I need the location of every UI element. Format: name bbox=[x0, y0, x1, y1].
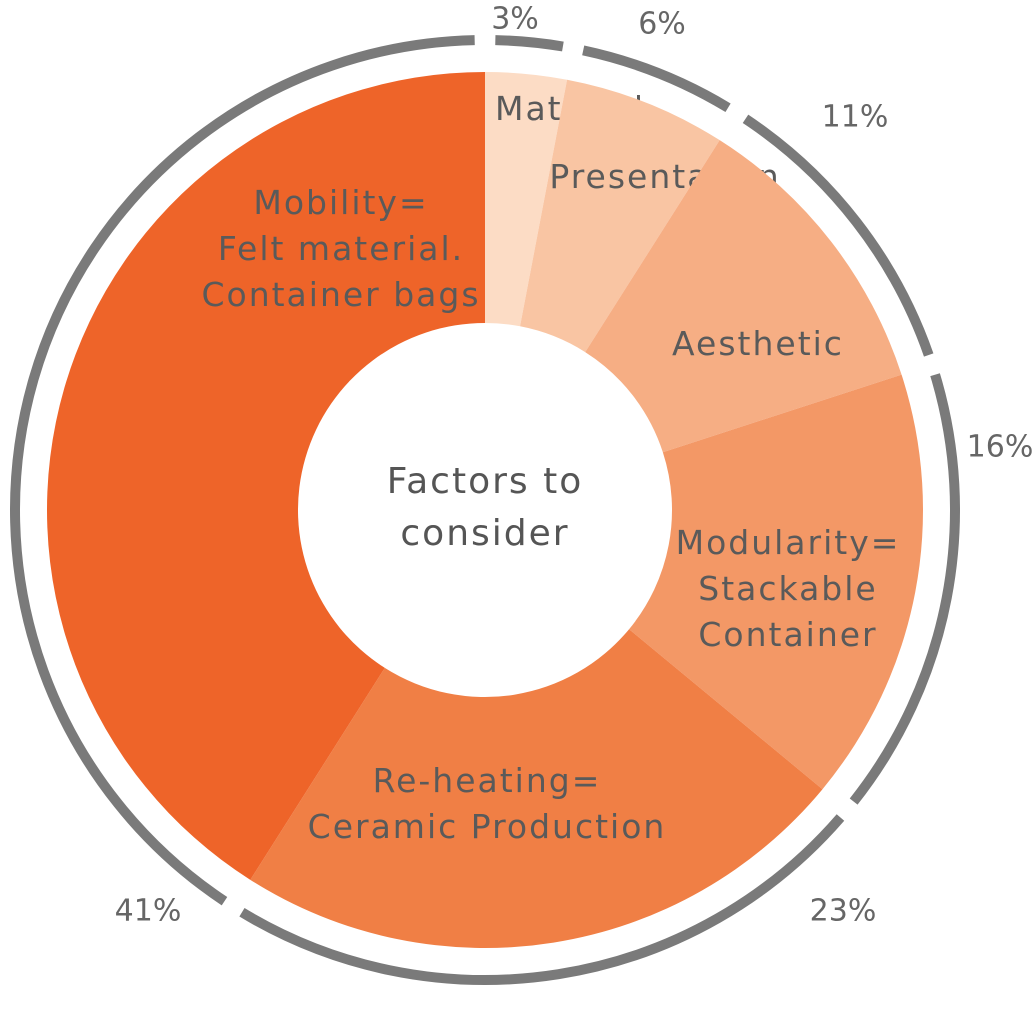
ring-arc bbox=[239, 814, 845, 985]
chart-title-line: consider bbox=[400, 513, 569, 554]
donut-segment bbox=[629, 374, 923, 790]
segment-label-line: Stackable bbox=[698, 569, 877, 608]
ring-arc bbox=[582, 45, 731, 113]
value-label: 11% bbox=[822, 100, 889, 135]
segment-label-line: Ceramic Production bbox=[308, 807, 667, 846]
value-label: 6% bbox=[638, 7, 686, 42]
segment-label: Mobility= Felt material. Container bags bbox=[201, 183, 480, 314]
donut-segment bbox=[47, 72, 485, 880]
ring-arc bbox=[10, 35, 475, 906]
segment-label-line: Aesthetic bbox=[672, 324, 844, 363]
donut-segment bbox=[485, 72, 568, 327]
value-label: 41% bbox=[115, 894, 182, 929]
segment-label: Modularity= Stackable Container bbox=[676, 523, 901, 654]
value-label: 16% bbox=[967, 430, 1034, 465]
segment-label-line: Modularity= bbox=[676, 523, 901, 562]
ring-arc bbox=[742, 114, 934, 357]
value-label: 3% bbox=[491, 2, 539, 37]
segment-label-line: Felt material. bbox=[218, 229, 464, 268]
donut-segment bbox=[520, 79, 720, 353]
ring-arc bbox=[495, 35, 564, 52]
segment-label-line: Container bags bbox=[201, 275, 480, 314]
segment-label-line: Container bbox=[698, 615, 877, 654]
ring-arc bbox=[849, 373, 960, 805]
value-label: 23% bbox=[810, 894, 877, 929]
segment-label-line: Mobility= bbox=[253, 183, 428, 222]
segment-label: Aesthetic bbox=[672, 324, 844, 363]
chart-title: Factors to consider bbox=[387, 461, 584, 554]
donut-segment bbox=[585, 140, 902, 453]
chart-title-line: Factors to bbox=[387, 461, 584, 502]
segment-label: Re-heating= Ceramic Production bbox=[308, 761, 667, 846]
segment-label-line: Re-heating= bbox=[373, 761, 602, 800]
donut-segment bbox=[250, 629, 823, 948]
